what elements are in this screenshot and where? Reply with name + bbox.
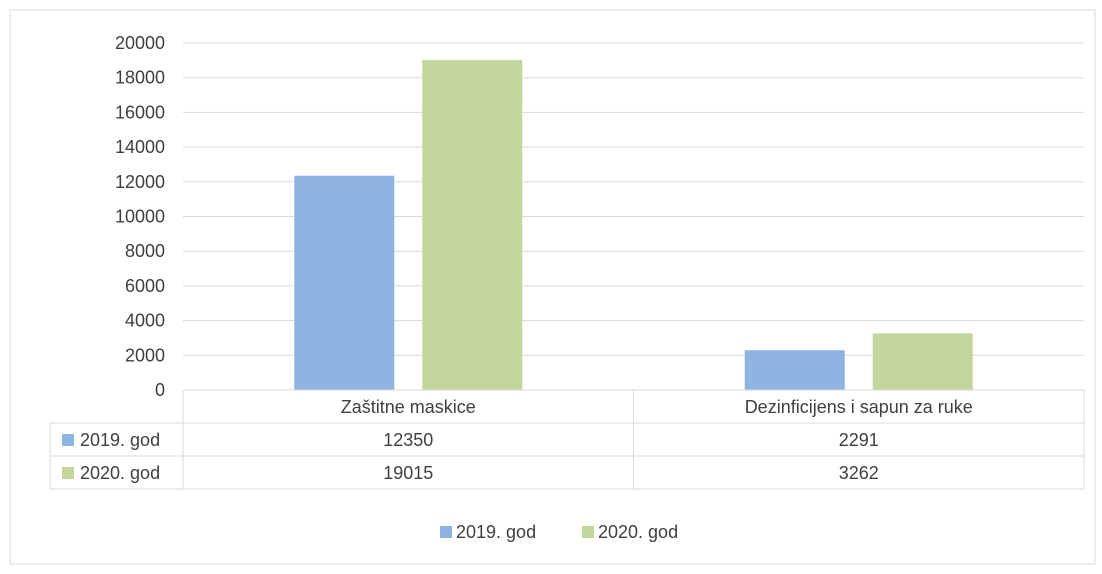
y-tick-label: 20000: [115, 33, 165, 53]
table-value: 3262: [839, 463, 879, 483]
legend-label: 2020. god: [598, 522, 678, 542]
bar: [872, 333, 973, 390]
bars: [294, 60, 973, 390]
table-legend-key: [62, 467, 74, 479]
y-tick-label: 6000: [125, 276, 165, 296]
category-label: Dezinficijens i sapun za ruke: [745, 397, 973, 417]
category-label: Zaštitne maskice: [341, 397, 476, 417]
legend: 2019. god 2020. god: [440, 522, 678, 542]
data-table: Zaštitne maskice Dezinficijens i sapun za…: [49, 389, 1085, 490]
legend-key: [582, 526, 594, 538]
y-tick-label: 14000: [115, 137, 165, 157]
y-tick-label: 0: [155, 380, 165, 400]
y-tick-label: 2000: [125, 345, 165, 365]
legend-label: 2019. god: [456, 522, 536, 542]
y-tick-label: 16000: [115, 102, 165, 122]
y-tick-label: 10000: [115, 207, 165, 227]
table-value: 2291: [839, 430, 879, 450]
table-series-name: 2019. god: [80, 430, 160, 450]
chart-border: [9, 9, 1096, 565]
y-axis-tick-labels: 0 2000 4000 6000 8000 10000 12000 14000 16000 180…: [115, 33, 165, 400]
table-legend-key: [62, 434, 74, 446]
bar: [294, 175, 395, 390]
y-tick-label: 18000: [115, 68, 165, 88]
legend-key: [440, 526, 452, 538]
y-tick-label: 12000: [115, 172, 165, 192]
bar: [744, 350, 845, 390]
y-tick-label: 4000: [125, 311, 165, 331]
table-value: 19015: [383, 463, 433, 483]
y-tick-label: 8000: [125, 241, 165, 261]
bar: [422, 60, 523, 390]
table-value: 12350: [383, 430, 433, 450]
table-series-name: 2020. god: [80, 463, 160, 483]
